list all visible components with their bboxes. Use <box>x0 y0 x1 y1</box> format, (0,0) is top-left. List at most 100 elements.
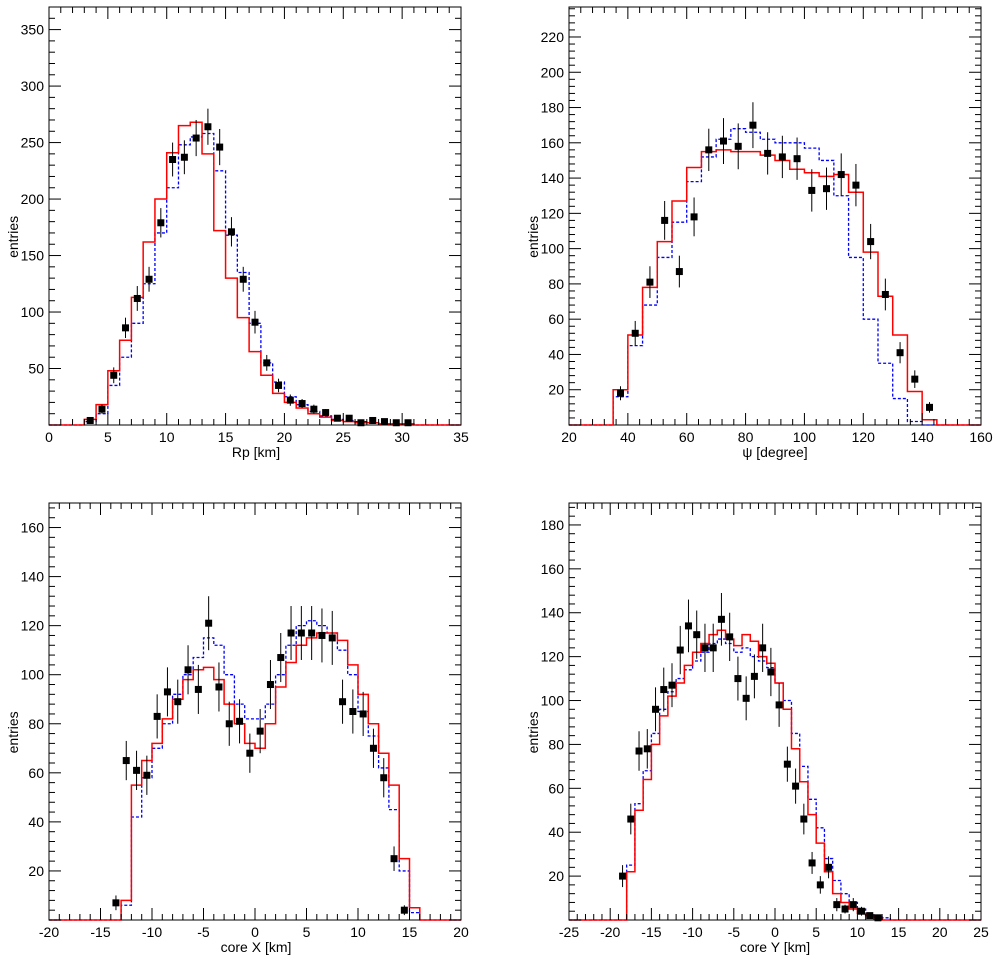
data-point <box>318 631 326 639</box>
x-tick-label: 15 <box>402 924 418 940</box>
data-point <box>98 405 106 413</box>
histogram-red <box>49 121 461 426</box>
x-tick-label: -5 <box>197 924 210 940</box>
data-point <box>133 294 141 302</box>
x-tick-label: -10 <box>682 924 702 940</box>
x-tick-label: 5 <box>303 924 311 940</box>
histogram-blue-dashed <box>569 128 981 426</box>
data-point <box>380 774 388 782</box>
data-point <box>816 881 824 889</box>
data-point <box>122 757 130 765</box>
data-point <box>194 685 202 693</box>
y-tick-label: 40 <box>548 824 564 840</box>
data-point <box>792 782 800 790</box>
data-point <box>86 416 94 424</box>
y-tick-label: 300 <box>21 78 45 94</box>
data-point <box>825 863 833 871</box>
data-point <box>866 912 874 920</box>
histogram-blue-dashed <box>49 132 461 426</box>
x-tick-label: 5 <box>812 924 820 940</box>
data-point <box>749 121 757 129</box>
data-point <box>339 698 347 706</box>
data-point <box>333 414 341 422</box>
data-point <box>734 142 742 150</box>
data-point <box>742 694 750 702</box>
y-tick-label: 40 <box>28 814 44 830</box>
data-point <box>297 629 305 637</box>
data-point <box>652 705 660 713</box>
data-point <box>717 615 725 623</box>
data-point <box>157 219 165 227</box>
data-point <box>174 698 182 706</box>
data-point <box>833 901 841 909</box>
y-tick-label: 350 <box>21 22 45 38</box>
y-tick-label: 20 <box>28 863 44 879</box>
x-tick-label: 20 <box>561 429 577 445</box>
data-point <box>227 228 235 236</box>
data-point <box>277 654 285 662</box>
data-point <box>133 766 141 774</box>
data-point <box>720 137 727 145</box>
data-point <box>322 409 330 417</box>
y-axis-label: entries <box>525 216 541 258</box>
x-tick-label: 25 <box>973 924 989 940</box>
data-point <box>690 213 698 221</box>
data-point <box>635 747 643 755</box>
y-axis-label: entries <box>5 711 21 753</box>
x-tick-label: 80 <box>738 429 754 445</box>
x-tick-label: 120 <box>852 429 876 445</box>
x-tick-label: 20 <box>453 924 469 940</box>
data-point <box>390 855 398 863</box>
y-tick-label: 100 <box>541 693 565 709</box>
y-tick-label: 160 <box>541 135 565 151</box>
y-tick-label: 200 <box>21 191 45 207</box>
y-tick-label: 20 <box>548 868 564 884</box>
x-axis-label: core X [km] <box>221 939 292 955</box>
data-point <box>849 901 857 909</box>
data-point <box>874 914 882 922</box>
y-tick-label: 160 <box>541 561 565 577</box>
data-point <box>205 619 213 627</box>
data-point <box>298 400 306 408</box>
data-point <box>631 329 639 337</box>
y-tick-label: 50 <box>28 361 44 377</box>
data-point <box>726 633 734 641</box>
data-point <box>112 899 120 907</box>
y-tick-label: 60 <box>548 780 564 796</box>
data-point <box>617 389 624 397</box>
data-point <box>357 419 365 427</box>
y-tick-label: 100 <box>541 241 565 257</box>
x-tick-label: 0 <box>771 924 779 940</box>
y-tick-label: 160 <box>21 520 45 536</box>
data-point <box>404 419 412 427</box>
x-tick-label: 15 <box>891 924 907 940</box>
data-point <box>643 745 651 753</box>
data-point <box>808 186 816 194</box>
data-point <box>266 681 274 689</box>
data-point <box>734 675 742 683</box>
x-tick-label: -20 <box>39 924 59 940</box>
plot-frame <box>568 6 982 426</box>
data-point <box>926 403 933 411</box>
data-point <box>246 749 254 757</box>
y-tick-label: 100 <box>21 667 45 683</box>
x-tick-label: 60 <box>679 429 695 445</box>
x-tick-label: 30 <box>394 429 410 445</box>
data-point <box>852 181 860 189</box>
panel-core-x: -20 -15 -10 -5 0 5 10 15 20 20 40 60 80 100 120 140 160 c… <box>5 502 469 955</box>
x-tick-label: 40 <box>620 429 636 445</box>
histogram-red <box>49 632 461 921</box>
y-tick-label: 200 <box>541 64 565 80</box>
data-point <box>286 396 294 404</box>
x-tick-label: -15 <box>90 924 110 940</box>
x-tick-label: 10 <box>159 429 175 445</box>
panel-core-y: -25 -20 -15 -10 -5 0 5 10 15 20 25 20 40 60 80 100 120 14… <box>525 502 989 955</box>
x-tick-label: 20 <box>277 429 293 445</box>
y-tick-label: 140 <box>541 605 565 621</box>
data-point <box>225 720 233 728</box>
x-tick-label: 35 <box>453 429 469 445</box>
y-tick-label: 140 <box>541 170 565 186</box>
x-tick-label: 5 <box>104 429 112 445</box>
data-point <box>369 416 377 424</box>
data-point <box>793 155 801 163</box>
